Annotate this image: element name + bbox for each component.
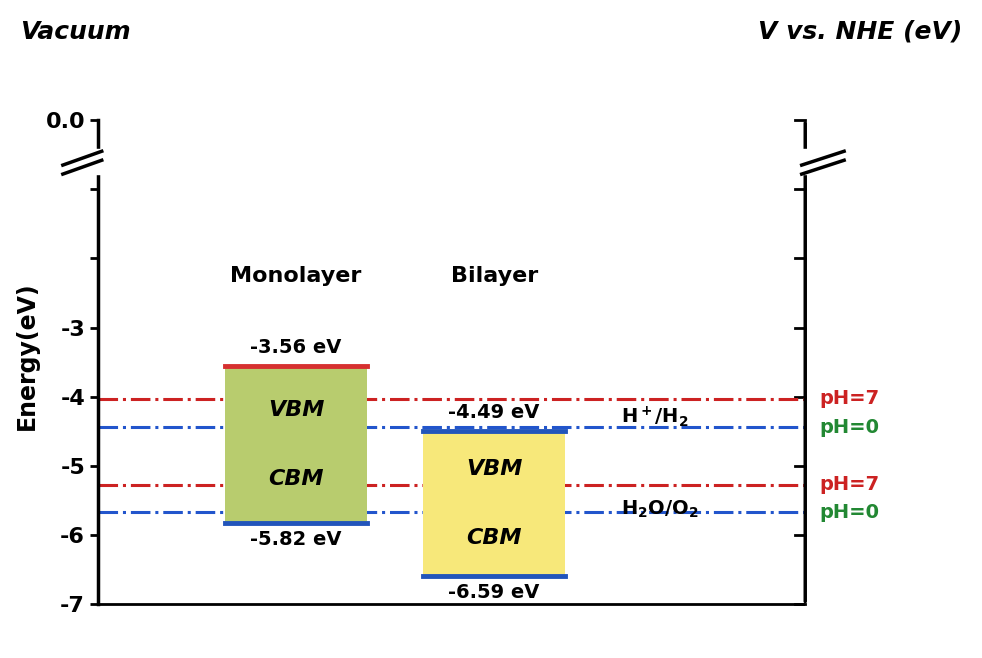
Text: VBM: VBM — [268, 400, 324, 420]
Text: pH=0: pH=0 — [819, 418, 879, 437]
Text: CBM: CBM — [466, 528, 521, 548]
Text: $\mathregular{H^+/H_2}$: $\mathregular{H^+/H_2}$ — [622, 404, 689, 429]
Text: -6.59 eV: -6.59 eV — [449, 583, 540, 602]
Text: VBM: VBM — [465, 459, 522, 479]
Text: $\mathregular{H_2O/O_2}$: $\mathregular{H_2O/O_2}$ — [622, 499, 699, 520]
Text: pH=7: pH=7 — [819, 390, 880, 409]
Bar — [423, 431, 565, 576]
Text: -4.49 eV: -4.49 eV — [449, 403, 540, 422]
Text: Vacuum: Vacuum — [20, 20, 131, 43]
Bar — [226, 367, 367, 522]
Text: -3.56 eV: -3.56 eV — [250, 338, 342, 357]
Text: CBM: CBM — [268, 469, 324, 489]
Text: pH=7: pH=7 — [819, 475, 880, 494]
Y-axis label: Energy(eV): Energy(eV) — [15, 281, 38, 430]
Text: V vs. NHE (eV): V vs. NHE (eV) — [758, 20, 962, 43]
Text: Bilayer: Bilayer — [451, 266, 538, 286]
Text: Monolayer: Monolayer — [231, 266, 361, 286]
Text: -5.82 eV: -5.82 eV — [250, 530, 342, 549]
Text: pH=0: pH=0 — [819, 503, 879, 522]
